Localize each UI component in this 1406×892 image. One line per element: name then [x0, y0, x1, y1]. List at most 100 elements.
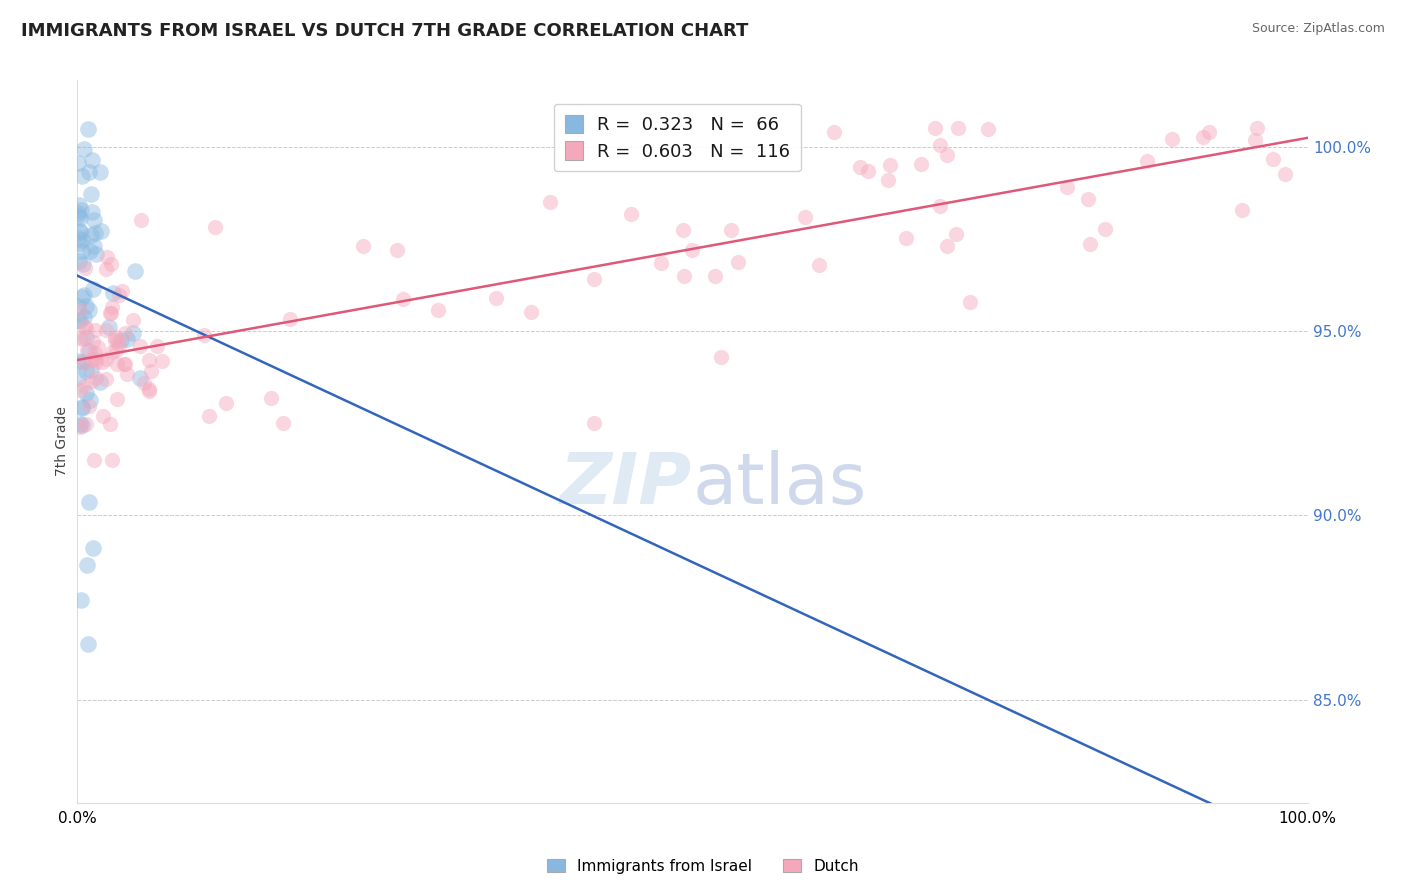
- Point: [100, 417, 122, 431]
- Point: [1056, 180, 1078, 194]
- Point: [80, 352, 103, 367]
- Point: [204, 220, 226, 235]
- Point: [98, 306, 121, 320]
- Point: [392, 292, 415, 306]
- Point: [84, 355, 107, 369]
- Point: [910, 157, 932, 171]
- Point: [67, 371, 90, 385]
- Point: [879, 158, 901, 172]
- Point: [67, 235, 90, 250]
- Point: [111, 284, 134, 298]
- Point: [105, 334, 128, 348]
- Point: [73, 260, 96, 275]
- Point: [66, 299, 89, 313]
- Point: [69, 420, 91, 434]
- Point: [69, 331, 91, 345]
- Point: [69, 383, 91, 397]
- Point: [1198, 125, 1220, 139]
- Point: [112, 357, 135, 371]
- Point: [807, 258, 830, 272]
- Point: [89, 375, 111, 389]
- Point: [945, 227, 967, 241]
- Point: [582, 272, 605, 286]
- Point: [84, 247, 107, 261]
- Point: [141, 364, 163, 378]
- Point: [929, 199, 952, 213]
- Point: [83, 453, 105, 467]
- Point: [67, 254, 90, 268]
- Point: [70, 355, 93, 369]
- Point: [727, 255, 749, 269]
- Point: [73, 356, 96, 370]
- Point: [620, 207, 643, 221]
- Point: [66, 353, 89, 368]
- Point: [114, 326, 136, 340]
- Legend: Immigrants from Israel, Dutch: Immigrants from Israel, Dutch: [541, 853, 865, 880]
- Point: [710, 350, 733, 364]
- Point: [70, 593, 93, 607]
- Point: [650, 256, 672, 270]
- Point: [73, 310, 96, 324]
- Text: Source: ZipAtlas.com: Source: ZipAtlas.com: [1251, 22, 1385, 36]
- Point: [67, 231, 90, 245]
- Point: [79, 495, 101, 509]
- Point: [80, 363, 103, 377]
- Point: [83, 226, 105, 240]
- Point: [70, 290, 93, 304]
- Point: [69, 313, 91, 327]
- Point: [86, 340, 108, 354]
- Point: [215, 396, 238, 410]
- Y-axis label: 7th Grade: 7th Grade: [55, 407, 69, 476]
- Point: [104, 330, 127, 344]
- Point: [1160, 132, 1182, 146]
- Point: [82, 541, 104, 555]
- Point: [69, 303, 91, 318]
- Point: [67, 206, 90, 220]
- Point: [271, 416, 294, 430]
- Point: [77, 165, 100, 179]
- Point: [1094, 222, 1116, 236]
- Point: [108, 288, 131, 302]
- Point: [69, 211, 91, 226]
- Point: [66, 313, 89, 327]
- Point: [69, 224, 91, 238]
- Point: [129, 339, 152, 353]
- Point: [72, 332, 94, 346]
- Point: [1261, 153, 1284, 167]
- Point: [89, 165, 111, 179]
- Point: [80, 205, 103, 219]
- Point: [101, 345, 124, 359]
- Point: [83, 345, 105, 359]
- Point: [856, 163, 879, 178]
- Point: [84, 351, 107, 366]
- Point: [110, 334, 132, 348]
- Point: [94, 352, 117, 367]
- Point: [928, 138, 950, 153]
- Point: [73, 287, 96, 301]
- Point: [75, 364, 97, 378]
- Point: [82, 282, 104, 296]
- Point: [101, 285, 124, 300]
- Point: [104, 334, 127, 348]
- Point: [75, 417, 97, 432]
- Point: [94, 261, 117, 276]
- Point: [936, 239, 959, 253]
- Point: [485, 291, 508, 305]
- Point: [150, 354, 173, 368]
- Point: [582, 416, 605, 430]
- Point: [79, 244, 101, 259]
- Point: [83, 323, 105, 337]
- Point: [936, 148, 959, 162]
- Point: [91, 354, 114, 368]
- Point: [704, 268, 727, 283]
- Point: [924, 121, 946, 136]
- Point: [352, 239, 374, 253]
- Point: [794, 211, 817, 225]
- Point: [124, 263, 146, 277]
- Point: [121, 326, 143, 340]
- Point: [114, 357, 136, 371]
- Point: [146, 339, 169, 353]
- Legend: R =  0.323   N =  66, R =  0.603   N =  116: R = 0.323 N = 66, R = 0.603 N = 116: [554, 103, 801, 171]
- Point: [75, 330, 97, 344]
- Point: [80, 228, 103, 243]
